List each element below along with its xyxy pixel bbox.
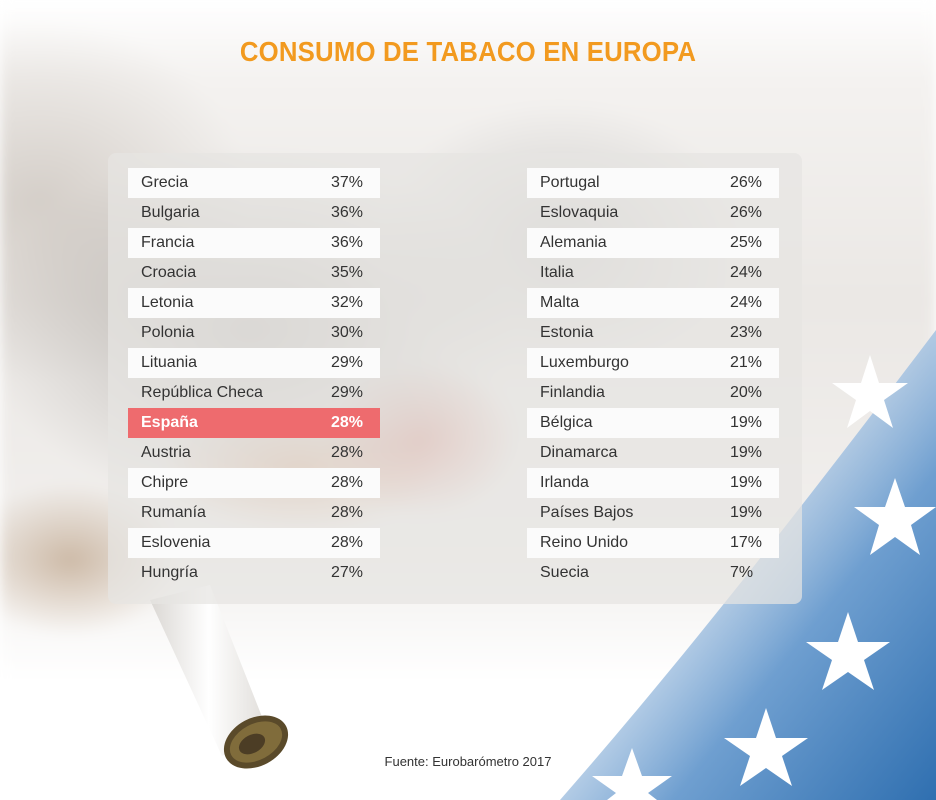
country-label: Letonia [141, 294, 194, 311]
country-label: Estonia [540, 324, 594, 341]
table-column-right: Portugal 26% Eslovaquia 26% Alemania 25% Itali… [527, 168, 779, 588]
country-label: Polonia [141, 324, 195, 341]
percentage-value: 17% [730, 534, 763, 551]
country-label: Bélgica [540, 414, 593, 431]
table-row: Malta 24% [527, 288, 779, 318]
star-icon [592, 748, 672, 800]
star-icon [854, 478, 936, 555]
country-label: Chipre [141, 474, 189, 491]
table-row: Letonia 32% [128, 288, 380, 318]
table-row: Estonia 23% [527, 318, 779, 348]
percentage-value: 29% [331, 384, 364, 401]
country-label: Reino Unido [540, 534, 629, 551]
table-row: Polonia 30% [128, 318, 380, 348]
percentage-value: 28% [331, 534, 364, 551]
percentage-value: 32% [331, 294, 364, 311]
percentage-value: 28% [331, 474, 364, 491]
percentage-value: 21% [730, 354, 763, 371]
cigarette-illustration [150, 585, 289, 769]
percentage-value: 24% [730, 264, 763, 281]
country-label: Luxemburgo [540, 354, 629, 371]
country-label: Croacia [141, 264, 197, 281]
table-row: Portugal 26% [527, 168, 779, 198]
percentage-value: 19% [730, 474, 763, 491]
percentage-value: 28% [331, 414, 364, 431]
table-row: Croacia 35% [128, 258, 380, 288]
chart-title: CONSUMO DE TABACO EN EUROPA [239, 36, 697, 67]
country-label: Alemania [540, 234, 607, 251]
percentage-value: 30% [331, 324, 364, 341]
country-label: Finlandia [540, 384, 605, 401]
percentage-value: 29% [331, 354, 364, 371]
percentage-value: 26% [730, 174, 763, 191]
percentage-value: 36% [331, 204, 364, 221]
table-row: Austria 28% [128, 438, 380, 468]
percentage-value: 24% [730, 294, 763, 311]
table-row: Francia 36% [128, 228, 380, 258]
percentage-value: 20% [730, 384, 763, 401]
star-icon [832, 355, 908, 428]
star-icon [472, 712, 540, 775]
table-row: Bélgica 19% [527, 408, 779, 438]
country-label: Grecia [141, 174, 189, 191]
country-label: Malta [540, 294, 580, 311]
star-icon [806, 612, 890, 690]
table-row-highlighted: España 28% [128, 408, 380, 438]
percentage-value: 35% [331, 264, 364, 281]
country-label: Suecia [540, 564, 589, 581]
country-label: Irlanda [540, 474, 589, 491]
table-row: Dinamarca 19% [527, 438, 779, 468]
percentage-value: 25% [730, 234, 763, 251]
table-row: Italia 24% [527, 258, 779, 288]
percentage-value: 19% [730, 444, 763, 461]
table-row: Bulgaria 36% [128, 198, 380, 228]
eu-flag-background [560, 330, 936, 800]
percentage-value: 36% [331, 234, 364, 251]
table-row: Hungría 27% [128, 558, 380, 588]
table-row: Grecia 37% [128, 168, 380, 198]
table-row: Alemania 25% [527, 228, 779, 258]
table-row: Rumanía 28% [128, 498, 380, 528]
country-label: República Checa [141, 384, 263, 401]
country-label: Dinamarca [540, 444, 618, 461]
percentage-value: 37% [331, 174, 364, 191]
country-label: España [141, 414, 198, 431]
table-row: Chipre 28% [128, 468, 380, 498]
country-label: Italia [540, 264, 574, 281]
country-label: Rumanía [141, 504, 206, 521]
table-row: Irlanda 19% [527, 468, 779, 498]
table-row: Reino Unido 17% [527, 528, 779, 558]
table-row: Luxemburgo 21% [527, 348, 779, 378]
percentage-value: 26% [730, 204, 763, 221]
percentage-value: 7% [730, 564, 754, 581]
country-label: Francia [141, 234, 195, 251]
table-row: Lituania 29% [128, 348, 380, 378]
country-label: Lituania [141, 354, 198, 371]
country-label: Eslovenia [141, 534, 211, 551]
country-label: Hungría [141, 564, 198, 581]
country-label: Austria [141, 444, 191, 461]
country-label: Portugal [540, 174, 600, 191]
percentage-value: 19% [730, 504, 763, 521]
percentage-value: 23% [730, 324, 763, 341]
percentage-value: 28% [331, 444, 364, 461]
country-label: Bulgaria [141, 204, 200, 221]
star-icon [724, 708, 808, 786]
percentage-value: 19% [730, 414, 763, 431]
percentage-value: 28% [331, 504, 364, 521]
table-row: Suecia 7% [527, 558, 779, 588]
table-column-left: Grecia 37% Bulgaria 36% Francia 36% Croacia 35%… [128, 168, 380, 588]
source-note: Fuente: Eurobarómetro 2017 [384, 754, 552, 769]
table-row: Eslovaquia 26% [527, 198, 779, 228]
table-row: Países Bajos 19% [527, 498, 779, 528]
percentage-value: 27% [331, 564, 364, 581]
table-row: República Checa 29% [128, 378, 380, 408]
country-label: Eslovaquia [540, 204, 619, 221]
table-row: Finlandia 20% [527, 378, 779, 408]
country-label: Países Bajos [540, 504, 634, 521]
table-row: Eslovenia 28% [128, 528, 380, 558]
eu-stars [472, 355, 936, 800]
